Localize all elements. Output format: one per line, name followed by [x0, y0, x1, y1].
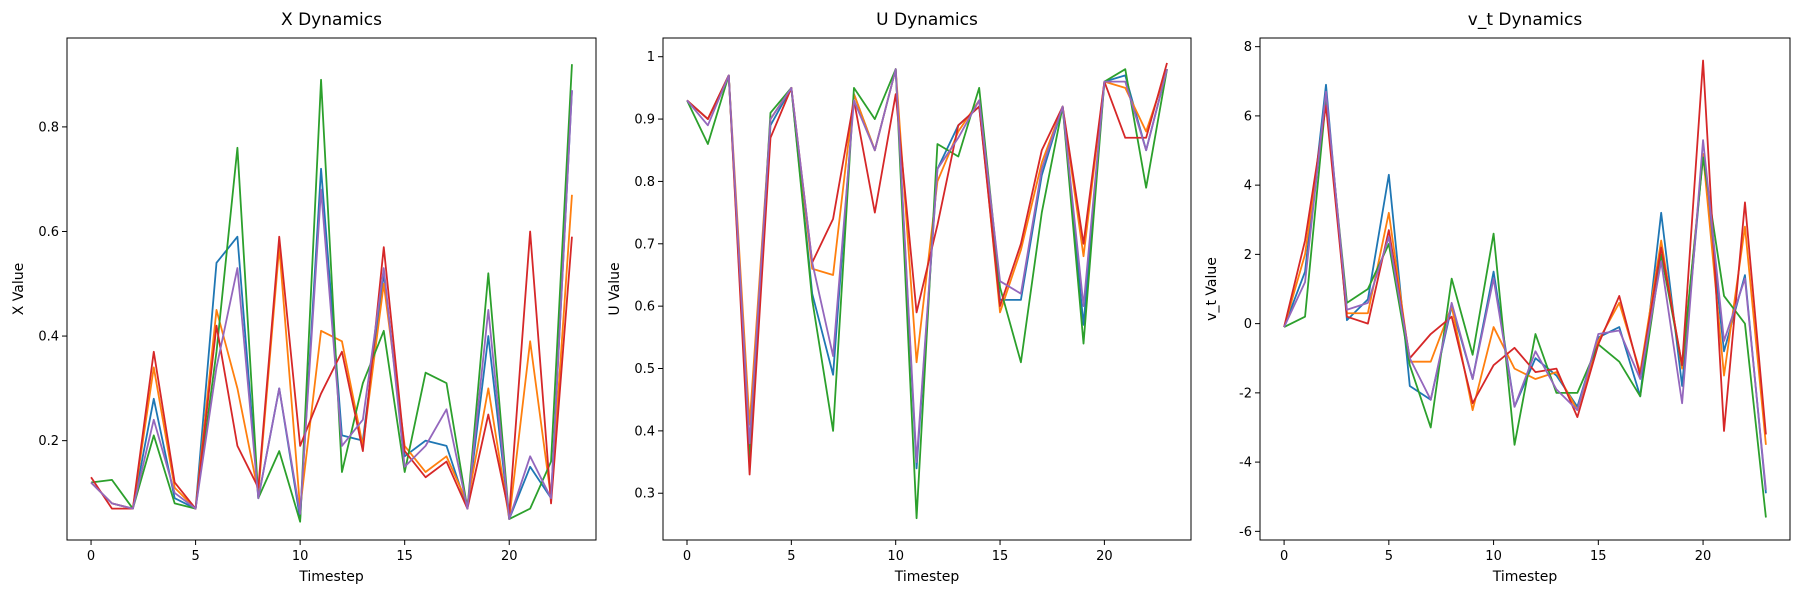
series-line-3 — [90, 64, 573, 523]
y-tick-label: -4 — [1239, 456, 1252, 471]
x-tick-label: 15 — [992, 549, 1009, 564]
y-axis-label: U Value — [607, 262, 623, 315]
series-line-4 — [1283, 59, 1767, 435]
x-axis-label: Timestep — [894, 569, 960, 585]
series-line-1 — [1283, 83, 1767, 494]
x-tick-label: 0 — [1280, 549, 1288, 564]
x-tick-label: 15 — [396, 549, 413, 564]
series-line-5 — [1283, 90, 1767, 490]
plot-frame — [662, 37, 1192, 541]
chart-panel-1: 0 5 10 15 20 0.2 0.4 0.6 0.8 X Dynamics Timestep X … — [11, 10, 597, 585]
y-tick-label: 2 — [1244, 248, 1252, 263]
y-axis-label: v_t Value — [1204, 257, 1220, 321]
y-tick-label: -2 — [1239, 386, 1252, 401]
x-tick-label: 5 — [787, 549, 795, 564]
series-line-5 — [686, 68, 1168, 463]
y-tick-label: -6 — [1239, 525, 1252, 540]
x-axis-label: Timestep — [1492, 569, 1558, 585]
x-axis-label: Timestep — [298, 569, 364, 585]
plot-frame — [66, 37, 597, 541]
y-tick-label: 6 — [1244, 109, 1252, 124]
x-tick-label: 10 — [292, 549, 309, 564]
x-tick-label: 20 — [1695, 549, 1712, 564]
x-tick-label: 15 — [1590, 549, 1607, 564]
y-tick-label: 0.5 — [634, 362, 655, 377]
chart-panel-3: 0 5 10 15 20 -6 -4 -2 0 2 4 6 8 v_t Dynamics Timestep v… — [1204, 10, 1791, 585]
series-line-3 — [1283, 97, 1767, 518]
x-tick-label: 10 — [1485, 549, 1502, 564]
y-tick-label: 0 — [1244, 317, 1252, 332]
y-tick-label: 0.6 — [38, 225, 59, 240]
series-line-2 — [90, 194, 573, 520]
y-tick-label: 1 — [647, 50, 655, 65]
y-tick-label: 0.4 — [38, 330, 59, 345]
y-tick-label: 0.4 — [634, 424, 655, 439]
chart-panel-2: 0 5 10 15 20 0.3 0.4 0.5 0.6 0.7 0.8 0.9 1 U Dynamics… — [607, 10, 1192, 585]
y-tick-label: 0.2 — [38, 434, 59, 449]
series-line-5 — [90, 90, 573, 520]
x-tick-label: 10 — [887, 549, 904, 564]
x-tick-label: 0 — [683, 549, 691, 564]
x-tick-label: 5 — [191, 549, 199, 564]
y-tick-label: 8 — [1244, 40, 1252, 55]
y-tick-label: 0.8 — [634, 175, 655, 190]
series-line-4 — [90, 230, 573, 515]
plot-frame — [1259, 37, 1791, 541]
chart-title: U Dynamics — [876, 10, 978, 30]
series-line-4 — [686, 62, 1168, 476]
x-tick-label: 5 — [1385, 549, 1393, 564]
y-tick-label: 0.9 — [634, 113, 655, 128]
chart-title: X Dynamics — [281, 10, 382, 30]
series-line-2 — [686, 68, 1168, 426]
y-tick-label: 0.8 — [38, 120, 59, 135]
chart-title: v_t Dynamics — [1468, 10, 1583, 30]
y-tick-label: 0.7 — [634, 237, 655, 252]
y-tick-label: 0.6 — [634, 300, 655, 315]
x-tick-label: 0 — [87, 549, 95, 564]
y-axis-label: X Value — [11, 263, 27, 316]
y-tick-label: 4 — [1244, 179, 1252, 194]
x-tick-label: 20 — [1096, 549, 1113, 564]
y-tick-label: 0.3 — [634, 487, 655, 502]
x-tick-label: 20 — [501, 549, 518, 564]
